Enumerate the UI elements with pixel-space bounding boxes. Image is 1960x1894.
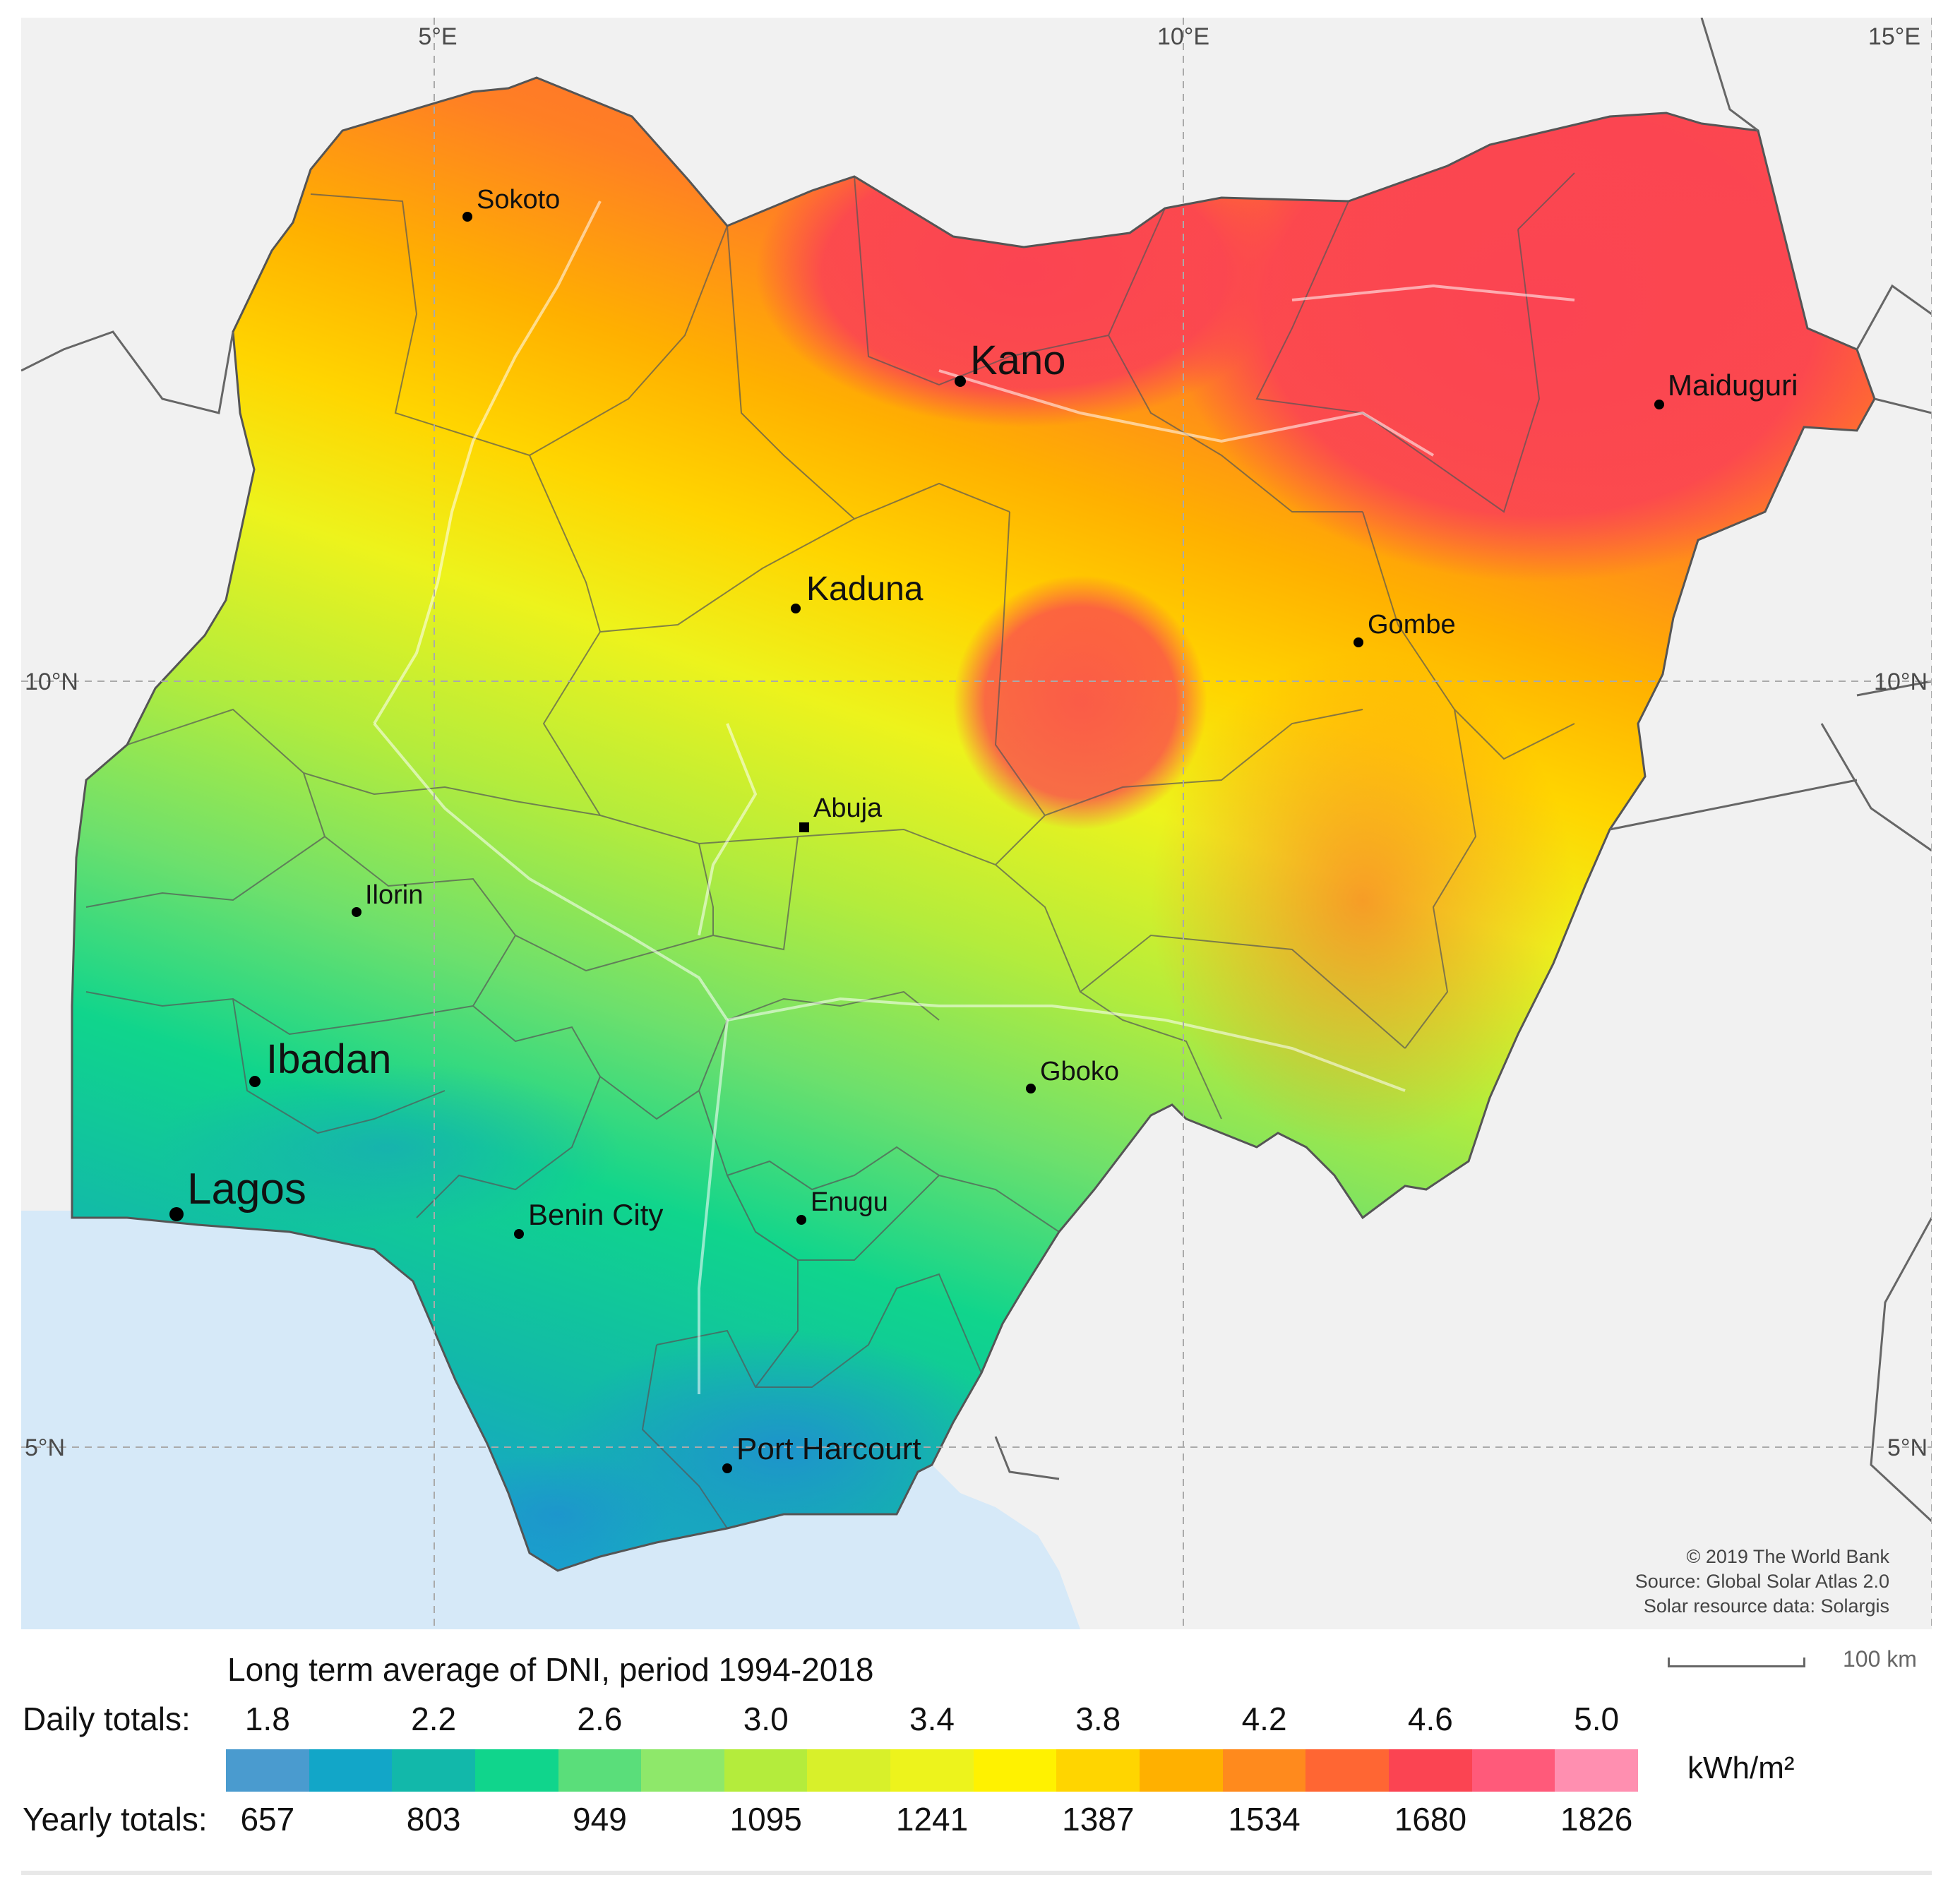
color-bar-segment <box>641 1749 724 1792</box>
neighbour-borders <box>21 18 1932 1523</box>
color-bar-segment <box>1222 1749 1306 1792</box>
daily-tick: 4.2 <box>1241 1701 1287 1737</box>
bottom-rule <box>21 1871 1932 1875</box>
city-label-abuja: Abuja <box>813 793 883 823</box>
scale-label: 100 km <box>1843 1646 1917 1672</box>
credit-copyright: © 2019 The World Bank <box>1686 1546 1889 1567</box>
dni-map: 5°E 10°E 15°E 10°N 10°N 5°N 5°N Sokoto K… <box>21 18 1932 1629</box>
yearly-tick: 1387 <box>1062 1801 1135 1838</box>
sea <box>21 1211 1080 1629</box>
color-bar-segment <box>1305 1749 1389 1792</box>
city-label-ibadan: Ibadan <box>266 1036 391 1082</box>
city-label-sokoto: Sokoto <box>477 185 560 215</box>
city-label-benin-city: Benin City <box>528 1198 663 1231</box>
daily-totals-label: Daily totals: <box>23 1701 191 1737</box>
daily-tick: 3.4 <box>909 1701 955 1737</box>
grid-label-15e: 15°E <box>1868 23 1920 50</box>
yearly-tick: 1095 <box>729 1801 802 1838</box>
city-dot-enugu <box>796 1215 806 1225</box>
yearly-tick: 949 <box>573 1801 627 1838</box>
unit-label: kWh/m² <box>1687 1751 1795 1785</box>
city-dot-maiduguri <box>1654 400 1664 409</box>
city-dot-gboko <box>1026 1084 1036 1093</box>
city-label-gombe: Gombe <box>1368 610 1456 640</box>
city-dot-sokoto <box>462 212 472 222</box>
grid-label-5n-right: 5°N <box>1887 1434 1928 1461</box>
city-dot-port-harcourt <box>722 1463 732 1473</box>
daily-tick: 3.8 <box>1075 1701 1121 1737</box>
grid-label-10n-left: 10°N <box>25 669 78 695</box>
color-bar-segment <box>890 1749 974 1792</box>
city-dot-lagos <box>169 1207 184 1221</box>
credit-resource-data: Solar resource data: Solargis <box>1643 1595 1889 1617</box>
color-bar-segment <box>474 1749 558 1792</box>
graticule <box>21 18 1932 1629</box>
yearly-totals-label: Yearly totals: <box>23 1801 208 1838</box>
city-dot-kano <box>955 376 966 387</box>
city-label-port-harcourt: Port Harcourt <box>736 1432 921 1466</box>
city-dot-ibadan <box>249 1076 261 1087</box>
color-bar-segment <box>973 1749 1057 1792</box>
grid-label-5e: 5°E <box>418 23 457 50</box>
color-bar-segment <box>309 1749 393 1792</box>
city-dot-kaduna <box>791 604 801 613</box>
color-bar-segment <box>558 1749 642 1792</box>
yearly-tick: 657 <box>240 1801 295 1838</box>
daily-tick: 5.0 <box>1574 1701 1620 1737</box>
city-label-enugu: Enugu <box>811 1187 888 1217</box>
rivers <box>373 200 1575 1394</box>
color-bar-segment <box>1555 1749 1638 1792</box>
city-markers: Sokoto Kano Maiduguri Kaduna Gombe Abuja… <box>169 185 1798 1473</box>
daily-tick: 2.6 <box>577 1701 623 1737</box>
color-bar-segment <box>226 1749 309 1792</box>
color-bar-segment <box>392 1749 475 1792</box>
color-bar-segment <box>1056 1749 1140 1792</box>
yearly-tick: 1241 <box>895 1801 969 1838</box>
city-label-lagos: Lagos <box>187 1165 306 1213</box>
nigeria-dni-surface <box>72 78 1875 1571</box>
city-dot-ilorin <box>352 907 361 917</box>
city-label-kano: Kano <box>970 337 1065 383</box>
city-label-kaduna: Kaduna <box>806 570 924 608</box>
color-bar-segment <box>807 1749 891 1792</box>
city-dot-benin-city <box>514 1229 524 1239</box>
daily-tick: 2.2 <box>411 1701 457 1737</box>
color-bar <box>226 1749 1638 1792</box>
daily-tick: 4.6 <box>1407 1701 1453 1737</box>
nigeria-border <box>71 76 1876 1572</box>
grid-label-5n-left: 5°N <box>25 1434 65 1461</box>
city-marker-abuja <box>799 822 809 832</box>
scale-bar <box>1668 1658 1805 1667</box>
yearly-tick: 1826 <box>1560 1801 1633 1838</box>
color-bar-segment <box>1471 1749 1555 1792</box>
legend-title: Long term average of DNI, period 1994-20… <box>227 1651 874 1688</box>
city-label-maiduguri: Maiduguri <box>1668 368 1798 402</box>
color-bar-segment <box>724 1749 808 1792</box>
city-label-ilorin: Ilorin <box>365 880 423 910</box>
grid-label-10n-right: 10°N <box>1874 669 1928 695</box>
daily-tick: 3.0 <box>743 1701 789 1737</box>
credit-source: Source: Global Solar Atlas 2.0 <box>1635 1571 1889 1592</box>
color-bar-segment <box>1140 1749 1223 1792</box>
city-label-gboko: Gboko <box>1040 1057 1119 1086</box>
yearly-tick: 1534 <box>1228 1801 1301 1838</box>
grid-label-10e: 10°E <box>1157 23 1209 50</box>
yearly-tick: 803 <box>406 1801 461 1838</box>
daily-tick: 1.8 <box>244 1701 290 1737</box>
color-bar-segment <box>1388 1749 1472 1792</box>
city-dot-gombe <box>1354 637 1363 647</box>
state-borders <box>85 172 1575 1529</box>
yearly-tick: 1680 <box>1394 1801 1467 1838</box>
map-frame: 5°E 10°E 15°E 10°N 10°N 5°N 5°N Sokoto K… <box>21 18 1932 1629</box>
